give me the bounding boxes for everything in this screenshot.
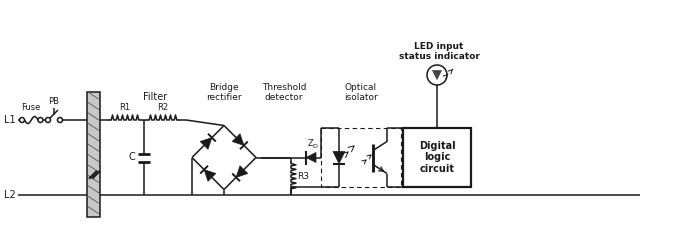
Polygon shape [236, 166, 248, 177]
Text: C: C [128, 153, 135, 162]
Text: Fuse: Fuse [22, 103, 40, 112]
Text: L1: L1 [4, 115, 15, 125]
Bar [87, 92, 100, 217]
Text: Optical
isolator: Optical isolator [344, 83, 378, 102]
Text: PB: PB [49, 97, 59, 106]
Circle shape [38, 118, 43, 122]
Bar [321, 128, 401, 187]
Text: D: D [312, 145, 317, 149]
Text: R2: R2 [157, 103, 168, 112]
Polygon shape [432, 71, 441, 80]
Circle shape [427, 65, 447, 85]
Text: LED input
status indicator: LED input status indicator [399, 42, 480, 61]
Text: Threshold
detector: Threshold detector [262, 83, 306, 102]
Text: Z: Z [308, 139, 314, 147]
Polygon shape [333, 152, 345, 163]
Text: Filter: Filter [143, 92, 167, 102]
Bar [403, 128, 471, 187]
Circle shape [19, 118, 24, 122]
Text: Bridge
rectifier: Bridge rectifier [206, 83, 242, 102]
Polygon shape [232, 134, 244, 145]
Text: Digital
logic
circuit: Digital logic circuit [419, 141, 455, 174]
Circle shape [58, 118, 63, 122]
Text: L2: L2 [4, 190, 16, 200]
Text: R1: R1 [120, 103, 131, 112]
Polygon shape [200, 138, 212, 149]
Polygon shape [306, 153, 316, 162]
Polygon shape [204, 170, 216, 181]
Circle shape [45, 118, 51, 122]
Text: R3: R3 [297, 172, 309, 181]
